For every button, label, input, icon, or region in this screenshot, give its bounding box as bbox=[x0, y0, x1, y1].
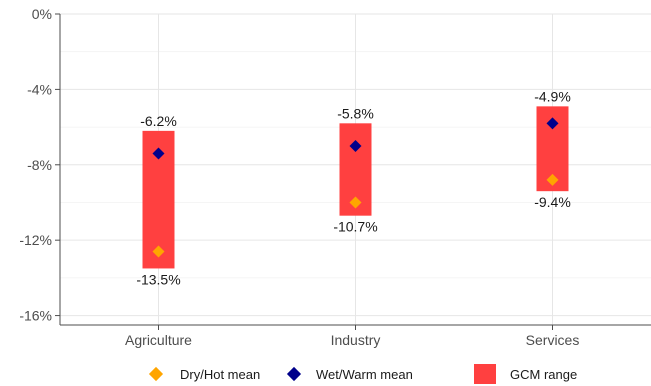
range-low-label: -10.7% bbox=[333, 219, 377, 235]
legend-gcm-range-label: GCM range bbox=[510, 367, 577, 382]
wetwarm-mean-point bbox=[152, 147, 165, 160]
dryhot-mean-point bbox=[349, 196, 362, 209]
dryhot-mean-point bbox=[152, 245, 165, 258]
legend-wetwarm-marker bbox=[286, 366, 302, 382]
x-tick-label: Industry bbox=[331, 332, 381, 348]
y-tick-label: -16% bbox=[19, 308, 52, 324]
y-tick-label: -4% bbox=[27, 81, 52, 97]
wetwarm-mean-point bbox=[349, 139, 362, 152]
axis-layer: 0% -4% -8% -12% -16% Agriculture Industry Servi… bbox=[19, 6, 651, 348]
x-tick-label: Agriculture bbox=[125, 332, 192, 348]
label-layer: -6.2% -13.5% -5.8% -10.7% -4.9% -9.4% bbox=[136, 88, 570, 287]
legend: Dry/Hot mean Wet/Warm mean GCM range bbox=[148, 364, 577, 384]
legend-wetwarm-label: Wet/Warm mean bbox=[316, 367, 413, 382]
legend-gcm-range-swatch bbox=[474, 364, 496, 384]
y-tick-label: 0% bbox=[32, 6, 52, 22]
dryhot-mean-point bbox=[546, 173, 559, 186]
range-high-label: -4.9% bbox=[534, 88, 571, 104]
legend-dryhot-marker bbox=[148, 366, 164, 382]
range-low-label: -9.4% bbox=[534, 194, 571, 210]
range-high-label: -5.8% bbox=[337, 105, 374, 121]
y-tick-label: -8% bbox=[27, 157, 52, 173]
wetwarm-mean-point bbox=[546, 117, 559, 130]
range-low-label: -13.5% bbox=[136, 271, 180, 287]
point-layer bbox=[152, 117, 559, 258]
range-high-label: -6.2% bbox=[140, 113, 177, 129]
y-tick-label: -12% bbox=[19, 232, 52, 248]
x-tick-label: Services bbox=[526, 332, 580, 348]
legend-dryhot-label: Dry/Hot mean bbox=[180, 367, 260, 382]
